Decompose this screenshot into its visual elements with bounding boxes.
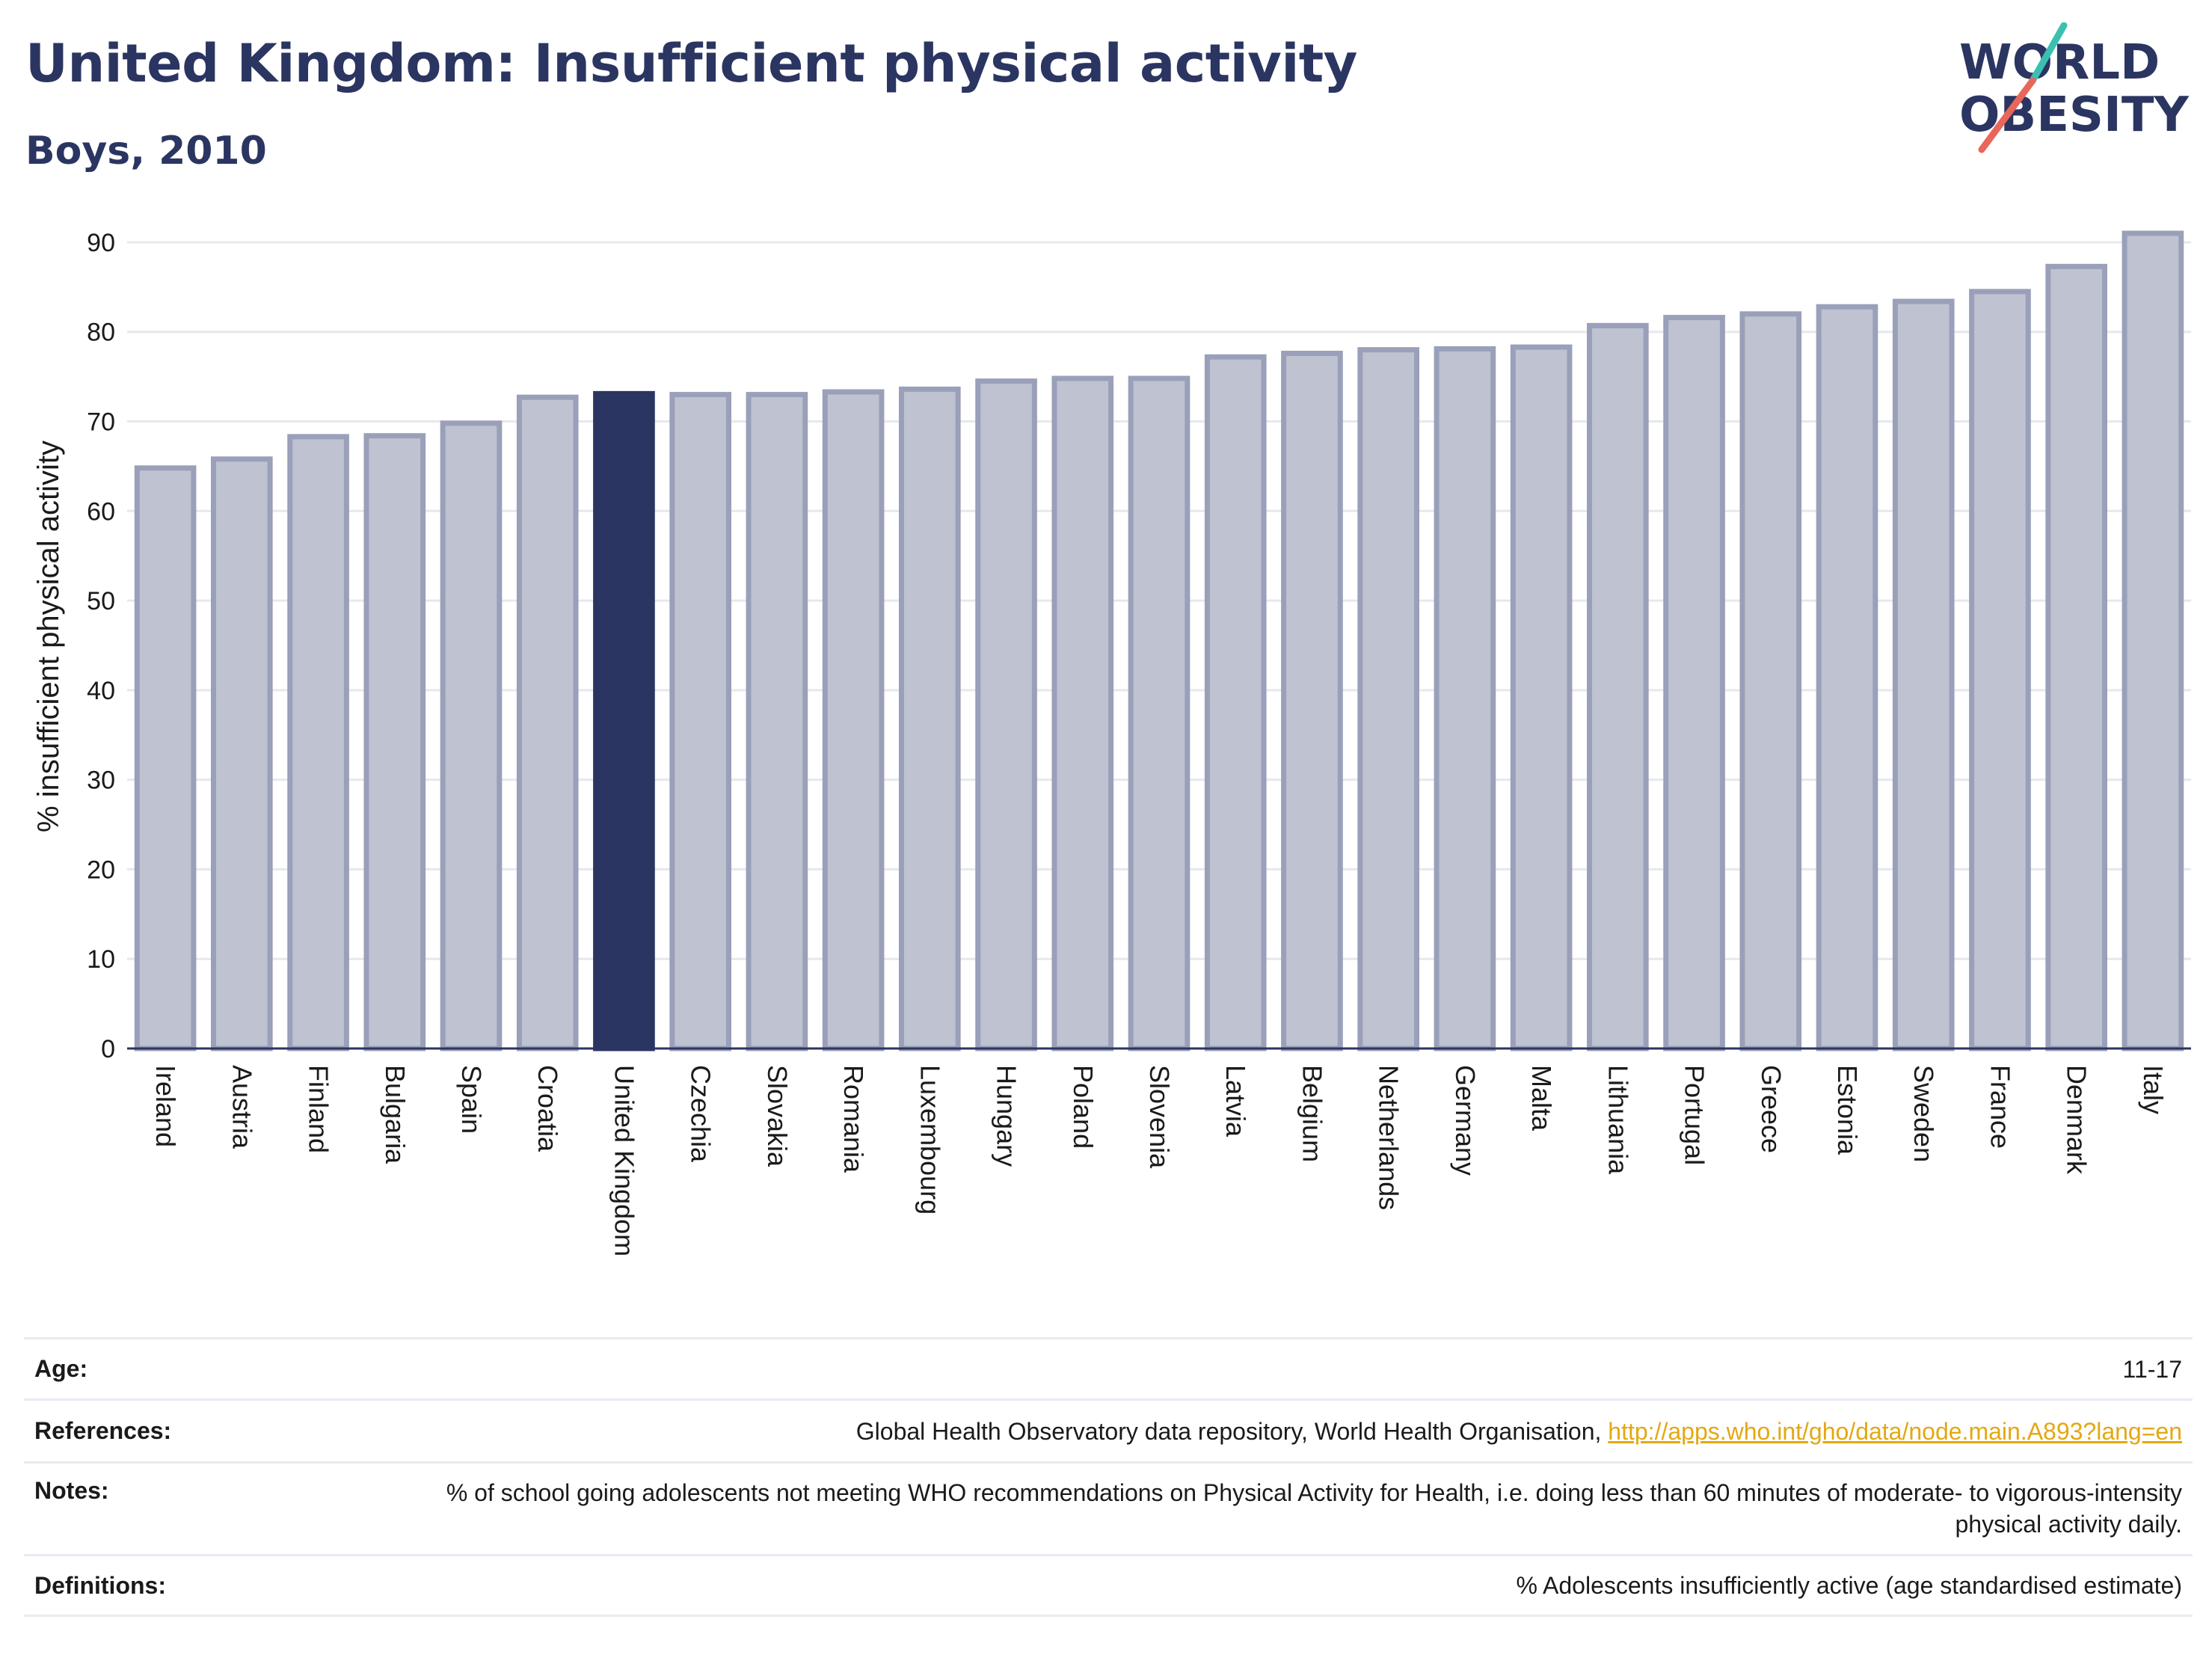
bar-hungary	[975, 378, 1037, 1051]
x-tick-label: Ireland	[150, 1065, 181, 1147]
bar-sweden	[1892, 298, 1955, 1051]
age-row: Age: 11-17	[24, 1337, 2193, 1398]
age-label: Age:	[34, 1355, 88, 1382]
bar-netherlands	[1357, 347, 1419, 1051]
notes-row: Notes: % of school going adolescents not…	[24, 1461, 2193, 1554]
x-tick-label: Hungary	[992, 1065, 1022, 1167]
references-value: Global Health Observatory data repositor…	[856, 1416, 2193, 1447]
world-obesity-logo: WORLD OBESITY	[1959, 22, 2189, 153]
notes-value: % of school going adolescents not meetin…	[446, 1479, 2182, 1538]
x-tick-label: Portugal	[1680, 1065, 1710, 1165]
definitions-label: Definitions:	[34, 1571, 166, 1599]
bar-chart: 0 10 20 30 40 50 60 70 80 90 Ireland Austria Finland…	[32, 229, 2191, 1256]
age-value: 11-17	[2122, 1355, 2182, 1383]
bar-finland	[287, 434, 349, 1051]
logo-text-world: WORLD	[1959, 35, 2160, 90]
y-tick-label: 10	[87, 945, 115, 974]
notes-label: Notes:	[34, 1477, 109, 1504]
x-tick-label: Slovenia	[1144, 1065, 1175, 1169]
y-tick-label: 30	[87, 767, 115, 795]
x-tick-label: Poland	[1068, 1065, 1099, 1149]
references-text: Global Health Observatory data repositor…	[855, 1417, 1609, 1445]
references-label: References:	[34, 1417, 172, 1444]
y-tick-label: 90	[87, 229, 115, 257]
bar-estonia	[1816, 304, 1878, 1051]
logo-slash-red	[1978, 77, 2036, 153]
bar-slovenia	[1128, 375, 1191, 1051]
x-tick-label: Estonia	[1832, 1065, 1863, 1155]
y-axis-title: % insufficient physical activity	[32, 440, 65, 832]
x-tick-label: Czechia	[686, 1065, 716, 1163]
bar-croatia	[516, 394, 579, 1051]
x-tick-label: Austria	[227, 1065, 257, 1149]
bar-greece	[1739, 311, 1802, 1051]
tick-labels: 0 10 20 30 40 50 60 70 80 90 Ireland Austria Finland…	[32, 229, 2169, 1256]
x-tick-label: Malta	[1526, 1065, 1557, 1132]
bar-france	[1969, 289, 2031, 1051]
bar-italy	[2122, 230, 2184, 1051]
x-tick-label: Greece	[1756, 1065, 1787, 1153]
x-tick-label: Belgium	[1297, 1065, 1327, 1162]
x-tick-label: Romania	[838, 1065, 869, 1173]
y-tick-label: 60	[87, 497, 115, 526]
bars	[134, 230, 2184, 1051]
x-tick-label: Lithuania	[1603, 1065, 1633, 1175]
y-tick-label: 20	[87, 856, 115, 884]
x-tick-label: Slovakia	[762, 1065, 793, 1167]
y-tick-label: 70	[87, 408, 115, 437]
bar-poland	[1051, 375, 1114, 1051]
bar-austria	[211, 456, 273, 1051]
bar-slovakia	[746, 392, 808, 1051]
bar-ireland	[134, 465, 197, 1051]
x-tick-label: Croatia	[532, 1065, 563, 1152]
x-tick-label: France	[1985, 1065, 2015, 1149]
x-tick-label: Netherlands	[1374, 1065, 1404, 1210]
y-tick-label: 80	[87, 319, 115, 347]
definitions-value: % Adolescents insufficiently active (age…	[1516, 1572, 2182, 1599]
x-tick-label: Spain	[456, 1065, 487, 1134]
y-tick-label: 40	[87, 677, 115, 705]
bar-portugal	[1663, 315, 1725, 1051]
x-tick-label: Italy	[2138, 1065, 2169, 1114]
bar-romania	[822, 389, 885, 1051]
bar-spain	[440, 420, 503, 1051]
logo-slash-teal	[2029, 22, 2068, 85]
x-tick-label: Germany	[1450, 1065, 1481, 1176]
x-tick-label: Bulgaria	[380, 1065, 411, 1164]
x-tick-label: Luxembourg	[915, 1065, 945, 1215]
page-subtitle: Boys, 2010	[25, 129, 267, 174]
bar-malta	[1510, 344, 1573, 1051]
x-tick-label: Finland	[304, 1065, 334, 1153]
bar-germany	[1434, 346, 1496, 1051]
bar-luxembourg	[899, 386, 961, 1051]
y-tick-label: 50	[87, 587, 115, 615]
definitions-row: Definitions: % Adolescents insufficientl…	[24, 1554, 2193, 1617]
bar-lithuania	[1587, 322, 1649, 1051]
bar-latvia	[1204, 354, 1267, 1051]
y-tick-label: 0	[101, 1035, 115, 1063]
x-tick-label: Denmark	[2062, 1065, 2092, 1175]
references-row: References: Global Health Observatory da…	[24, 1398, 2193, 1461]
page-title: United Kingdom: Insufficient physical ac…	[25, 33, 1357, 94]
bar-united-kingdom	[593, 390, 655, 1051]
bar-belgium	[1281, 350, 1343, 1051]
x-tick-label: Sweden	[1908, 1065, 1939, 1162]
bar-bulgaria	[363, 433, 426, 1051]
references-link[interactable]: http://apps.who.int/gho/data/node.main.A…	[1608, 1417, 2182, 1445]
x-tick-label: United Kingdom	[609, 1065, 639, 1256]
bar-denmark	[2045, 263, 2107, 1051]
info-table: Age: 11-17 References: Global Health Obs…	[24, 1337, 2193, 1617]
x-tick-label: Latvia	[1220, 1065, 1251, 1137]
bar-czechia	[669, 392, 731, 1051]
